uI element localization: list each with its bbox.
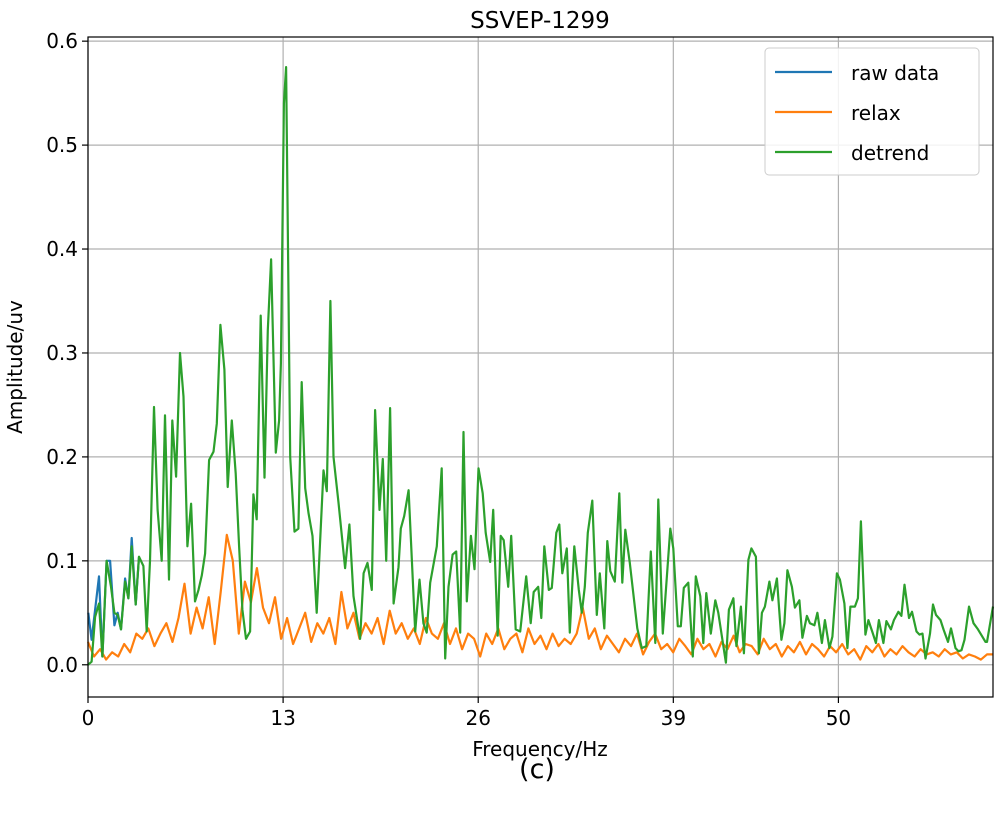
y-tick-label: 0.2: [46, 445, 78, 469]
y-axis: 0.0 0.1 0.2 0.3 0.4 0.5 0.6: [46, 29, 88, 677]
y-tick-label: 0.1: [46, 549, 78, 573]
x-axis: 0 13 26 39 50: [82, 697, 851, 730]
legend: raw data relax detrend: [764, 47, 980, 176]
series-line-relax: [86, 533, 993, 661]
legend-label: raw data: [851, 61, 939, 85]
y-tick-label: 0.3: [46, 341, 78, 365]
x-tick-label: 13: [270, 706, 295, 730]
x-axis-label: Frequency/Hz: [472, 737, 608, 761]
figure-caption: (c): [519, 754, 555, 785]
series-group: [86, 66, 995, 666]
x-tick-label: 26: [465, 706, 490, 730]
series-line-detrend: [87, 66, 995, 666]
legend-label: relax: [851, 101, 901, 125]
y-tick-label: 0.6: [46, 29, 78, 53]
y-tick-label: 0.0: [46, 653, 78, 677]
legend-box: [764, 47, 980, 176]
x-tick-label: 50: [826, 706, 851, 730]
y-axis-label: Amplitude/uv: [3, 300, 27, 434]
legend-label: detrend: [851, 141, 929, 165]
y-tick-label: 0.4: [46, 237, 78, 261]
y-tick-label: 0.5: [46, 133, 78, 157]
chart-title: SSVEP-1299: [470, 8, 610, 34]
x-tick-label: 0: [82, 706, 95, 730]
plot-frame: [87, 36, 994, 698]
x-tick-label: 39: [661, 706, 686, 730]
